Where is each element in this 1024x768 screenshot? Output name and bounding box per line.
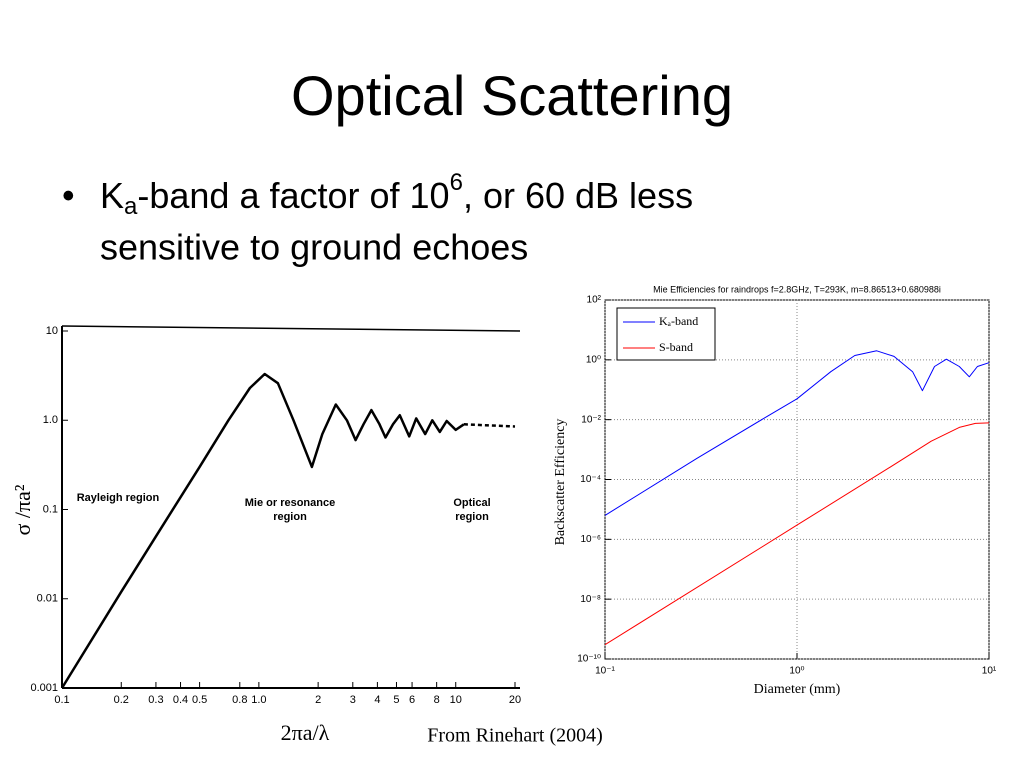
bullet-text: , or 60 dB less	[463, 175, 693, 216]
credit: From Rinehart (2004)	[427, 725, 603, 747]
y-tick-label: 10⁻²	[581, 414, 601, 425]
y-tick-label: 0.1	[43, 503, 58, 515]
x-tick-label: 10⁰	[789, 666, 804, 677]
y-tick-label: 1.0	[43, 414, 58, 426]
x-tick-label: 1.0	[251, 694, 266, 706]
y-tick-label: 10	[46, 325, 58, 337]
line-series	[60, 372, 465, 689]
bullet-line: sensitive to ground echoes	[100, 227, 528, 268]
x-tick-label: 4	[374, 694, 380, 706]
x-tick-label: 0.4	[173, 694, 188, 706]
bullet-line: Ka-band a factor of 106, or 60 dB less	[100, 169, 693, 220]
x-tick-label: 3	[350, 694, 356, 706]
annotation: Rayleigh region	[77, 492, 160, 504]
legend-label: S-band	[659, 340, 693, 354]
legend-label: Kₐ-band	[659, 314, 698, 328]
y-axis-label: σ /πa²	[10, 484, 35, 535]
bullet-dot: •	[62, 175, 75, 216]
annotation: region	[455, 511, 489, 523]
y-axis-label: Backscatter Efficiency	[553, 419, 568, 546]
x-tick-label: 0.5	[192, 694, 207, 706]
bullet-text: K	[100, 175, 124, 216]
slide-title: Optical Scattering	[291, 64, 733, 127]
axis	[61, 325, 521, 332]
x-tick-label: 10⁻¹	[595, 666, 615, 677]
x-tick-label: 0.3	[148, 694, 163, 706]
y-tick-label: 0.01	[37, 593, 58, 605]
y-tick-label: 10⁻⁶	[580, 534, 601, 545]
x-tick-label: 10¹	[982, 666, 997, 677]
x-tick-label: 20	[509, 694, 521, 706]
bullet-sub: a	[124, 193, 138, 220]
x-tick-label: 2	[315, 694, 321, 706]
line-series	[463, 423, 516, 428]
y-tick-label: 0.001	[30, 682, 58, 694]
y-tick-label: 10⁻⁸	[580, 594, 601, 605]
x-tick-label: 8	[434, 694, 440, 706]
x-axis-label: Diameter (mm)	[754, 682, 841, 697]
x-tick-label: 6	[409, 694, 415, 706]
x-tick-label: 0.8	[232, 694, 247, 706]
annotation: region	[273, 511, 307, 523]
y-tick-label: 10⁻¹⁰	[577, 654, 601, 665]
x-tick-label: 0.1	[54, 694, 69, 706]
annotation: Optical	[453, 497, 490, 509]
line-series	[604, 350, 990, 516]
x-tick-label: 10	[450, 694, 462, 706]
annotation: Mie or resonance	[245, 497, 335, 509]
bullet-sup: 6	[450, 169, 463, 196]
y-tick-label: 10⁰	[586, 354, 601, 365]
y-tick-label: 10²	[587, 295, 602, 306]
x-axis-label: 2πa/λ	[281, 720, 330, 745]
line-series	[604, 422, 990, 646]
chart-title: Mie Efficiencies for raindrops f=2.8GHz,…	[653, 284, 941, 294]
legend-box	[616, 307, 716, 361]
x-tick-label: 0.2	[114, 694, 129, 706]
y-tick-label: 10⁻⁴	[580, 474, 601, 485]
x-tick-label: 5	[393, 694, 399, 706]
bullet-text: -band a factor of 10	[137, 175, 449, 216]
